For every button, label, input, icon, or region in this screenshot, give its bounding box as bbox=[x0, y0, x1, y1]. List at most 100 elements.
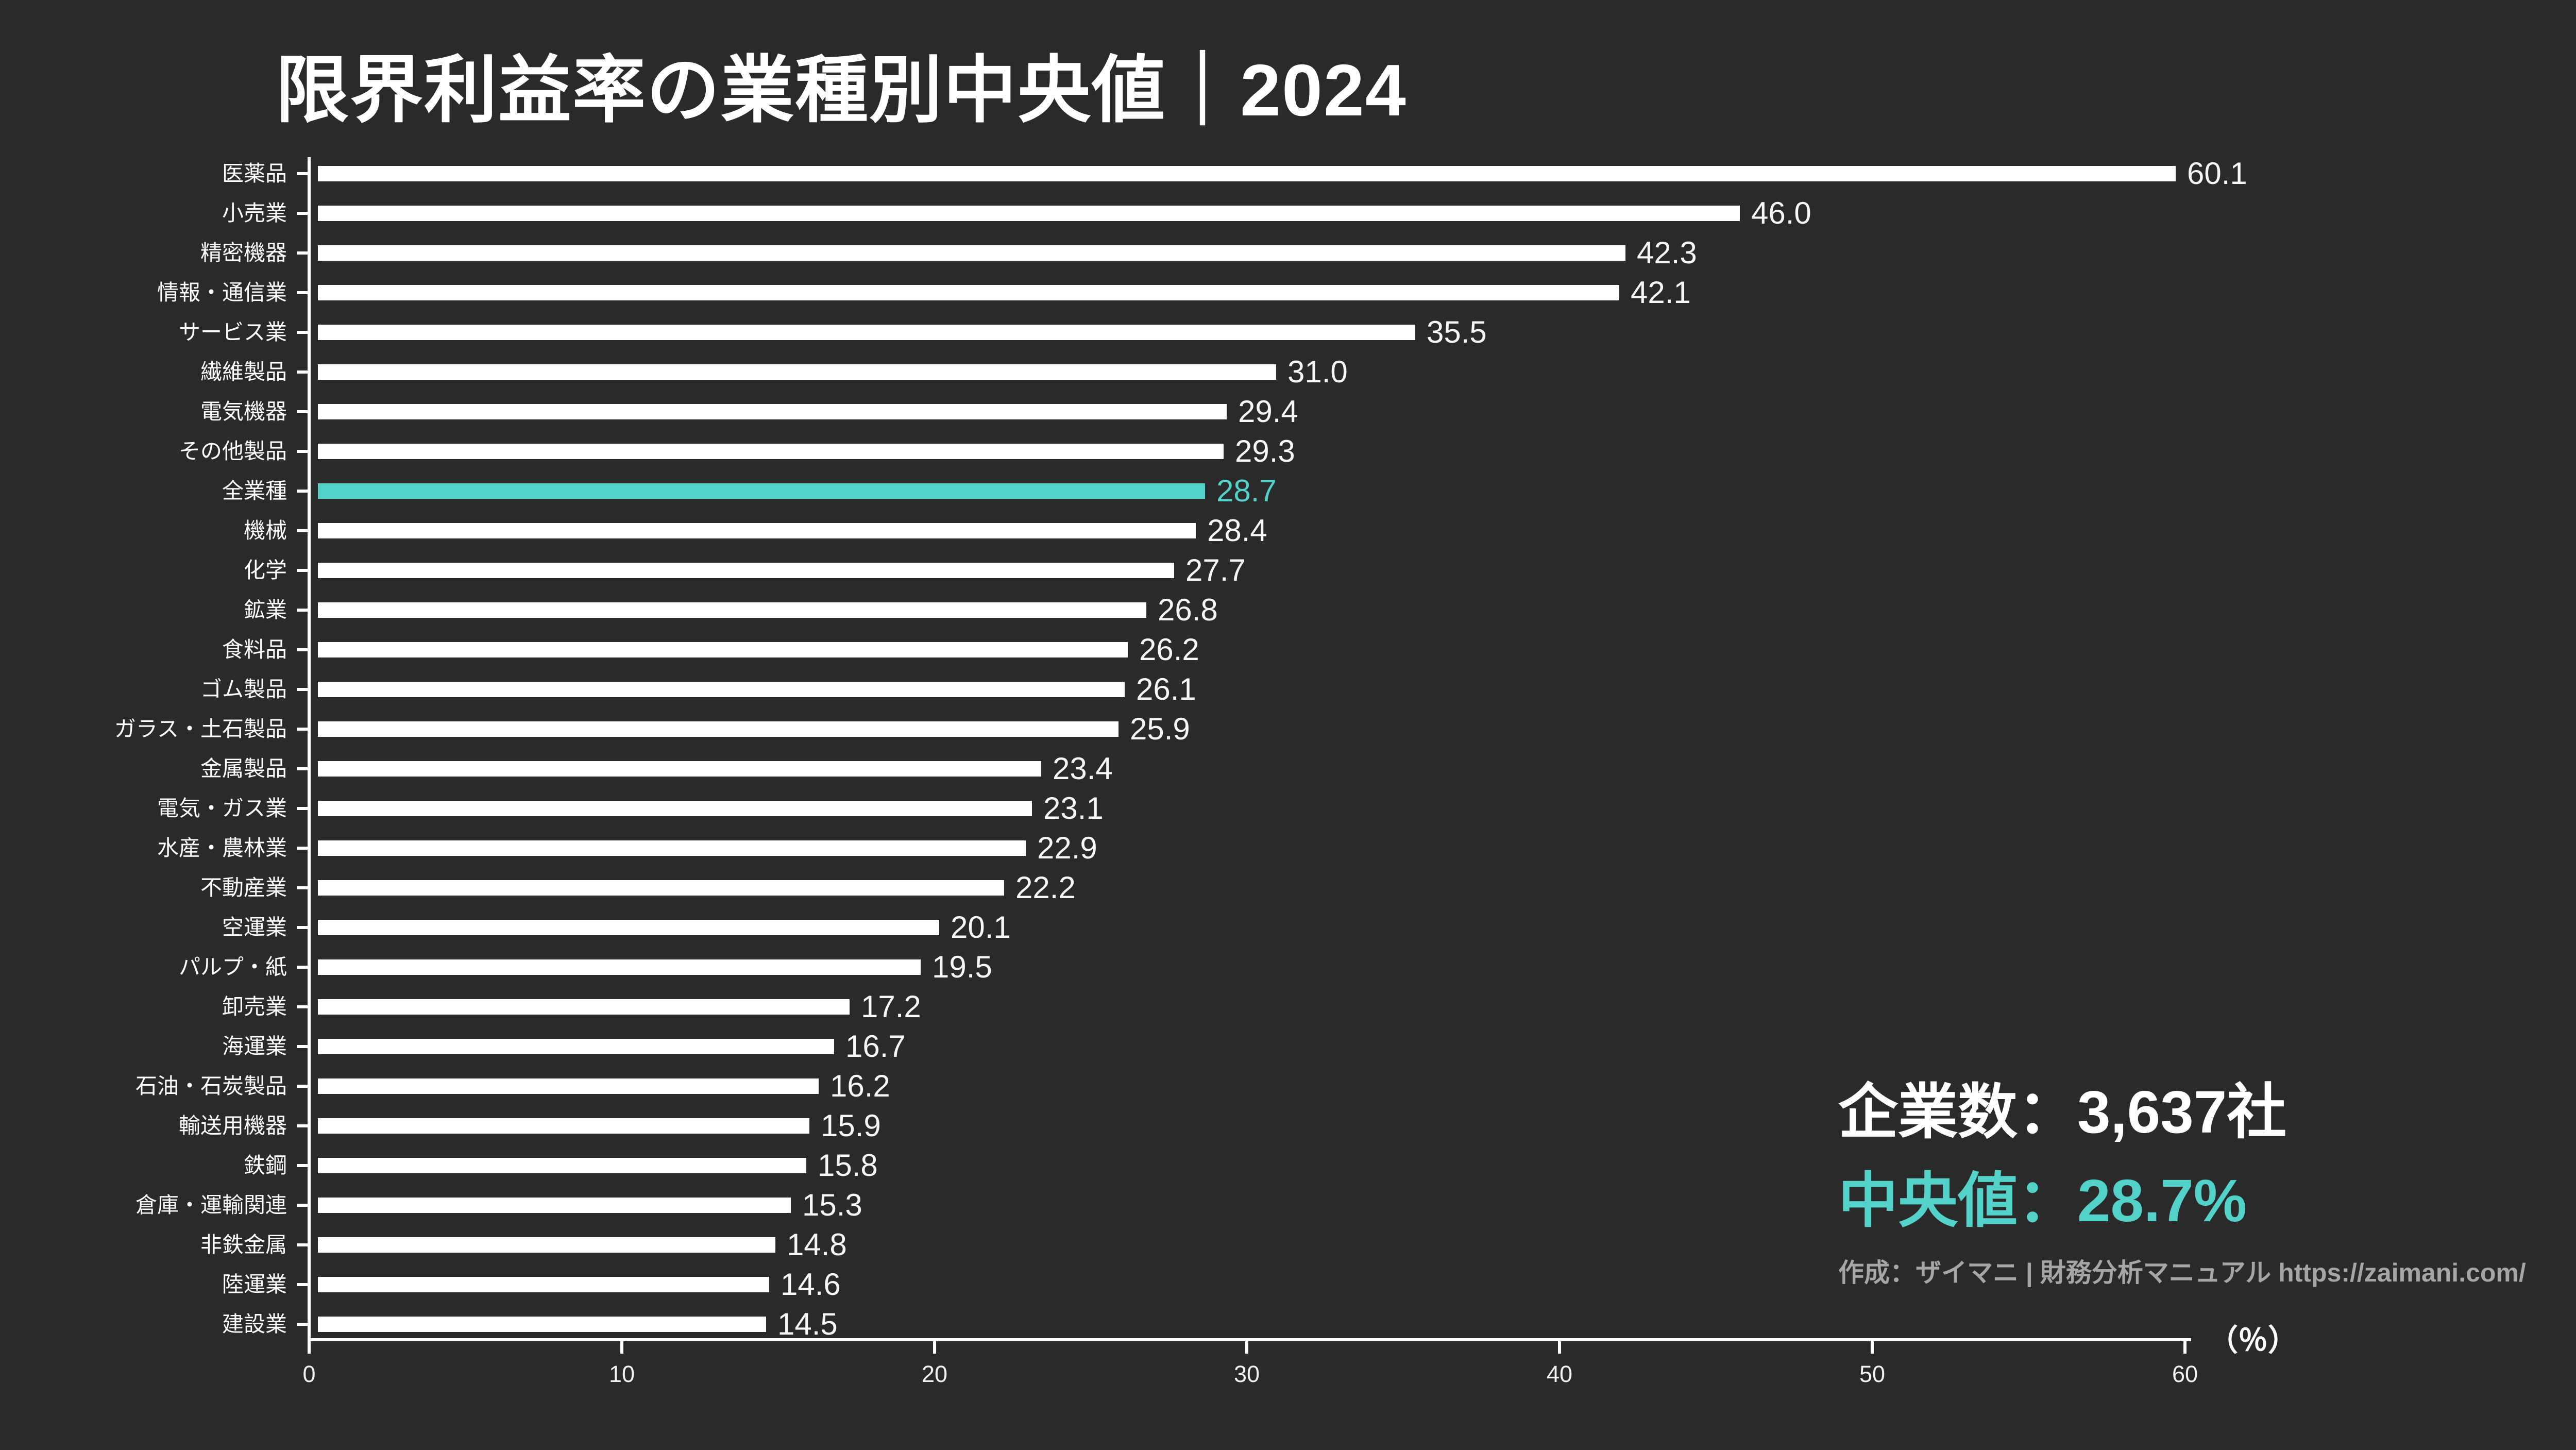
category-label: その他製品 bbox=[178, 439, 287, 463]
x-axis-tick bbox=[1871, 1341, 1874, 1354]
category-label: 倉庫・運輸関連 bbox=[135, 1193, 287, 1217]
category-label: 全業種 bbox=[222, 479, 287, 503]
category-label: 電気・ガス業 bbox=[157, 796, 287, 820]
y-axis-tick bbox=[297, 609, 308, 612]
y-axis-tick bbox=[297, 1283, 308, 1286]
bar-value-label: 26.1 bbox=[1136, 672, 1196, 706]
bar-value-label: 15.8 bbox=[818, 1148, 878, 1183]
category-label: ガラス・土石製品 bbox=[114, 717, 287, 741]
bar-value-label: 29.4 bbox=[1238, 394, 1298, 429]
x-axis-line bbox=[308, 1338, 2191, 1341]
x-axis-tick-label: 60 bbox=[2172, 1361, 2198, 1387]
bar bbox=[318, 1078, 819, 1094]
y-axis-tick bbox=[297, 212, 308, 215]
bar-value-label: 35.5 bbox=[1427, 315, 1487, 349]
bar bbox=[318, 285, 1619, 300]
category-label: パルプ・紙 bbox=[178, 955, 287, 979]
bar-value-label: 46.0 bbox=[1751, 196, 1811, 230]
bar bbox=[318, 920, 939, 935]
bar bbox=[318, 1039, 834, 1054]
y-axis-tick bbox=[297, 450, 308, 453]
category-label: 建設業 bbox=[222, 1312, 287, 1336]
y-axis-tick bbox=[297, 529, 308, 532]
category-label: 精密機器 bbox=[200, 241, 287, 265]
bar bbox=[318, 444, 1224, 459]
category-label: 非鉄金属 bbox=[200, 1233, 287, 1257]
y-axis-tick bbox=[297, 886, 308, 889]
category-label: サービス業 bbox=[178, 320, 287, 344]
category-label: 石油・石炭製品 bbox=[135, 1074, 287, 1098]
bar bbox=[318, 325, 1415, 340]
bar-value-label: 22.2 bbox=[1015, 870, 1076, 905]
bar-value-label: 14.8 bbox=[787, 1227, 847, 1262]
bar-value-label: 16.2 bbox=[830, 1069, 890, 1103]
y-axis-tick bbox=[297, 410, 308, 413]
bar-value-label: 28.7 bbox=[1216, 474, 1277, 508]
bar-value-label: 23.4 bbox=[1053, 751, 1113, 786]
y-axis-tick bbox=[297, 1085, 308, 1088]
median-value-text: 中央値：28.7% bbox=[1838, 1167, 2247, 1234]
category-label: 食料品 bbox=[222, 637, 287, 662]
bar-value-label: 26.2 bbox=[1139, 632, 1199, 667]
category-label: 医薬品 bbox=[222, 161, 287, 186]
y-axis-tick bbox=[297, 1164, 308, 1167]
y-axis-tick bbox=[297, 926, 308, 929]
y-axis-tick bbox=[297, 1045, 308, 1048]
y-axis-line bbox=[308, 157, 311, 1354]
y-axis-tick bbox=[297, 1323, 308, 1326]
bar-value-label: 60.1 bbox=[2187, 156, 2247, 191]
category-label: 繊維製品 bbox=[200, 360, 287, 384]
category-label: 輸送用機器 bbox=[178, 1114, 287, 1138]
x-axis-tick-label: 20 bbox=[921, 1361, 948, 1387]
category-label: 鉱業 bbox=[243, 598, 287, 622]
bar-value-label: 25.9 bbox=[1130, 712, 1190, 746]
bar bbox=[318, 245, 1625, 261]
page-title: 限界利益率の業種別中央値｜2024 bbox=[276, 49, 1407, 131]
bar-value-label: 26.8 bbox=[1158, 593, 1218, 627]
bar-value-label: 14.5 bbox=[777, 1307, 838, 1341]
company-count-text: 企業数：3,637社 bbox=[1838, 1078, 2287, 1145]
x-axis-tick-label: 10 bbox=[608, 1361, 635, 1387]
category-label: 鉄鋼 bbox=[243, 1153, 287, 1177]
x-axis-tick bbox=[933, 1341, 936, 1354]
y-axis-tick bbox=[297, 767, 308, 770]
bar bbox=[318, 761, 1041, 777]
bar-value-label: 29.3 bbox=[1235, 434, 1295, 468]
y-axis-tick bbox=[297, 370, 308, 374]
category-label: 小売業 bbox=[222, 201, 287, 225]
category-label: 陸運業 bbox=[222, 1272, 287, 1296]
y-axis-tick bbox=[297, 1243, 308, 1246]
x-axis-tick bbox=[2183, 1341, 2187, 1354]
bar bbox=[318, 959, 921, 975]
category-label: 情報・通信業 bbox=[157, 280, 287, 305]
bar bbox=[318, 801, 1032, 816]
y-axis-tick bbox=[297, 1005, 308, 1008]
y-axis-tick bbox=[297, 331, 308, 334]
bar bbox=[318, 166, 2176, 181]
y-axis-tick bbox=[297, 728, 308, 731]
bar-value-label: 28.4 bbox=[1207, 513, 1267, 548]
y-axis-tick bbox=[297, 648, 308, 651]
bar-value-label: 27.7 bbox=[1185, 553, 1246, 587]
bar-value-label: 15.3 bbox=[802, 1188, 862, 1222]
y-axis-tick bbox=[297, 807, 308, 810]
bar bbox=[318, 1237, 775, 1253]
x-axis-tick-label: 0 bbox=[302, 1361, 316, 1387]
x-axis-tick bbox=[1558, 1341, 1561, 1354]
bar bbox=[318, 563, 1174, 578]
credit-text: 作成：ザイマニ | 財務分析マニュアル https://zaimani.com/ bbox=[1838, 1258, 2526, 1287]
x-axis-tick bbox=[1245, 1341, 1248, 1354]
x-axis-tick-label: 40 bbox=[1546, 1361, 1573, 1387]
bar bbox=[318, 602, 1146, 618]
x-axis-tick bbox=[620, 1341, 623, 1354]
category-label: 空運業 bbox=[222, 915, 287, 939]
bar-value-label: 16.7 bbox=[845, 1029, 906, 1064]
x-axis-tick bbox=[308, 1341, 311, 1354]
bar-value-label: 22.9 bbox=[1037, 831, 1097, 865]
y-axis-tick bbox=[297, 1124, 308, 1127]
y-axis-tick bbox=[297, 490, 308, 493]
y-axis-tick bbox=[297, 1204, 308, 1207]
bar-value-label: 23.1 bbox=[1043, 791, 1104, 825]
y-axis-tick bbox=[297, 251, 308, 255]
